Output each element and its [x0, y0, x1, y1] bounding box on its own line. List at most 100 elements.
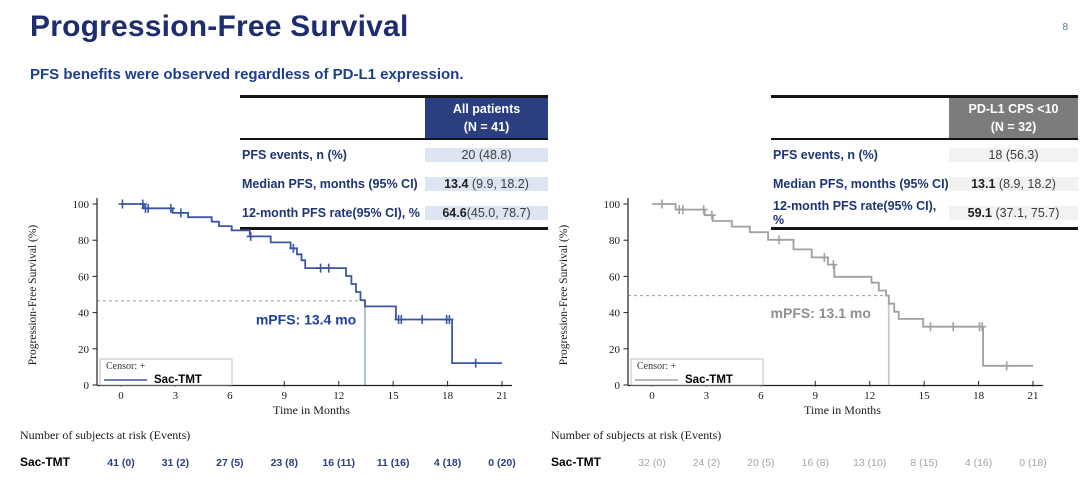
- x-tick-label: 18: [973, 390, 985, 402]
- km-chart-pdl1-cps-lt10: 0 20 40 60 80 100 0 3 6 9 12 15 18 21 Time in Months Pr…: [551, 198, 1047, 469]
- table-row: 12-month PFS rate(95% CI), % 64.6(45.0, …: [240, 198, 548, 227]
- row-label: 12-month PFS rate(95% CI), %: [240, 205, 425, 220]
- censor-mark: [397, 314, 406, 324]
- stats-table-all-patients: All patients (N = 41) PFS events, n (%) …: [240, 95, 548, 230]
- series-legend-label: Sac-TMT: [685, 374, 733, 386]
- page-title: Progression-Free Survival: [30, 10, 409, 43]
- at-risk-value: 24 (2): [693, 457, 720, 469]
- y-tick-label: 40: [78, 308, 90, 320]
- censor-mark: [144, 203, 153, 213]
- censor-mark: [1002, 361, 1011, 371]
- censor-mark: [707, 210, 716, 220]
- table-row: Median PFS, months (95% CI) 13.1 (8.9, 1…: [771, 169, 1078, 198]
- at-risk-value: 41 (0): [107, 457, 134, 469]
- y-tick-label: 100: [73, 199, 90, 211]
- y-tick-label: 60: [609, 271, 621, 283]
- table-row: 12-month PFS rate(95% CI), % 59.1 (37.1,…: [771, 198, 1078, 227]
- at-risk-value: 4 (16): [965, 457, 992, 469]
- x-tick-label: 3: [704, 390, 710, 402]
- at-risk-header: Number of subjects at risk (Events): [20, 428, 190, 442]
- x-tick-label: 12: [333, 390, 344, 402]
- y-tick-label: 0: [84, 380, 90, 392]
- x-tick-label: 21: [1028, 390, 1039, 402]
- row-label: 12-month PFS rate(95% CI), %: [771, 198, 949, 227]
- subtitle: PFS benefits were observed regardless of…: [30, 66, 464, 83]
- censor-mark: [176, 208, 185, 218]
- censor-mark: [418, 314, 427, 324]
- x-tick-label: 12: [864, 390, 875, 402]
- y-tick-label: 0: [615, 380, 621, 392]
- table-row: Median PFS, months (95% CI) 13.4 (9.9, 1…: [240, 169, 548, 198]
- censor-mark: [471, 358, 480, 368]
- y-axis-title: Progression-Free Survival (%): [558, 225, 570, 366]
- mpfs-annotation: mPFS: 13.1 mo: [771, 305, 871, 321]
- x-tick-label: 9: [282, 390, 288, 402]
- censor-mark: [775, 235, 784, 245]
- y-tick-label: 20: [609, 344, 621, 356]
- at-risk-value: 32 (0): [638, 457, 665, 469]
- at-risk-row-label: Sac-TMT: [20, 455, 71, 469]
- at-risk-value: 4 (18): [434, 457, 461, 469]
- y-tick-label: 80: [609, 235, 621, 247]
- x-tick-label: 21: [497, 390, 508, 402]
- km-curve: [121, 203, 502, 365]
- censor-mark: [118, 199, 127, 209]
- header-line1: PD-L1 CPS <10: [968, 101, 1059, 116]
- table-header-row: PD-L1 CPS <10 (N = 32): [771, 98, 1078, 140]
- censor-mark: [820, 252, 829, 262]
- at-risk-value: 23 (8): [271, 457, 298, 469]
- table-header-cell: All patients (N = 41): [425, 98, 548, 138]
- row-value: 13.1 (8.9, 18.2): [949, 176, 1078, 191]
- y-axis-title: Progression-Free Survival (%): [27, 225, 39, 366]
- x-tick-label: 9: [813, 390, 819, 402]
- at-risk-value: 27 (5): [216, 457, 243, 469]
- table-row: PFS events, n (%) 18 (56.3): [771, 140, 1078, 169]
- censor-mark: [926, 322, 935, 332]
- row-value: 64.6(45.0, 78.7): [425, 205, 548, 220]
- censor-mark: [246, 231, 255, 241]
- series-legend-label: Sac-TMT: [154, 374, 202, 386]
- stats-table-pdl1-cps-lt10: PD-L1 CPS <10 (N = 32) PFS events, n (%)…: [771, 95, 1078, 230]
- table-header-cell: PD-L1 CPS <10 (N = 32): [949, 98, 1078, 138]
- x-tick-label: 0: [649, 390, 655, 402]
- row-label: Median PFS, months (95% CI): [240, 176, 425, 191]
- x-tick-label: 3: [173, 390, 179, 402]
- at-risk-value: 16 (8): [802, 457, 829, 469]
- y-tick-label: 40: [609, 308, 621, 320]
- legend-box: [630, 358, 764, 386]
- at-risk-value: 8 (15): [910, 457, 937, 469]
- x-tick-label: 18: [442, 390, 454, 402]
- censor-mark: [324, 263, 333, 273]
- censor-mark: [699, 205, 708, 215]
- censor-mark: [978, 322, 987, 332]
- censor-mark: [657, 199, 666, 209]
- x-tick-label: 6: [758, 390, 764, 402]
- x-tick-label: 6: [227, 390, 233, 402]
- y-tick-label: 20: [78, 344, 90, 356]
- at-risk-value: 0 (18): [1019, 457, 1046, 469]
- mpfs-annotation: mPFS: 13.4 mo: [256, 311, 356, 327]
- x-tick-label: 15: [919, 390, 931, 402]
- censor-legend-label: Censor: +: [106, 361, 146, 372]
- at-risk-value: 31 (2): [162, 457, 189, 469]
- censor-mark: [316, 263, 325, 273]
- y-tick-label: 100: [604, 199, 621, 211]
- header-line1: All patients: [452, 101, 521, 116]
- y-tick-label: 60: [78, 271, 90, 283]
- table-header-row: All patients (N = 41): [240, 98, 548, 140]
- km-curve: [652, 203, 1033, 367]
- censor-mark: [445, 314, 454, 324]
- row-label: Median PFS, months (95% CI): [771, 176, 949, 191]
- censor-mark: [949, 322, 958, 332]
- censor-mark: [289, 243, 298, 253]
- y-tick-label: 80: [78, 235, 90, 247]
- censor-legend-label: Censor: +: [637, 361, 677, 372]
- header-line2: (N = 32): [990, 120, 1037, 134]
- censor-mark: [166, 203, 175, 213]
- x-axis-title: Time in Months: [273, 403, 350, 417]
- x-axis-title: Time in Months: [804, 403, 881, 417]
- table-row: PFS events, n (%) 20 (48.8): [240, 140, 548, 169]
- row-value: 18 (56.3): [949, 147, 1078, 162]
- censor-mark: [829, 260, 838, 270]
